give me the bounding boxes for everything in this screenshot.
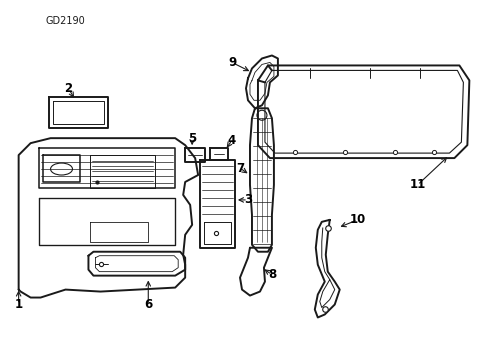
Text: 3: 3: [244, 193, 252, 206]
Text: 4: 4: [228, 134, 236, 147]
Text: 2: 2: [65, 82, 73, 95]
Text: 11: 11: [409, 179, 426, 192]
Text: 5: 5: [188, 132, 196, 145]
Text: 8: 8: [268, 268, 276, 281]
Text: 9: 9: [228, 56, 236, 69]
Text: 7: 7: [236, 162, 244, 175]
Text: GD2190: GD2190: [46, 15, 85, 26]
Text: 6: 6: [144, 298, 152, 311]
Text: 1: 1: [15, 298, 23, 311]
Text: 10: 10: [349, 213, 366, 226]
